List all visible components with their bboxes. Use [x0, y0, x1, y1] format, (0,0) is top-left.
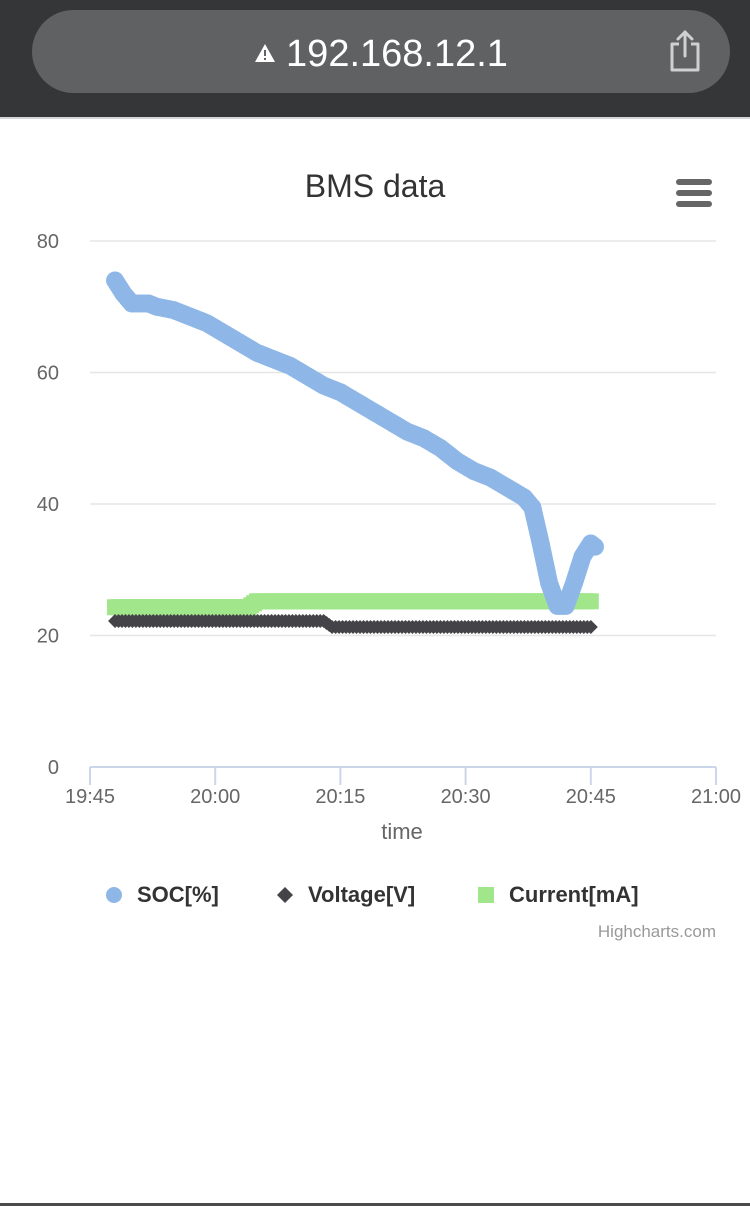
y-tick-label: 0	[48, 757, 59, 779]
url-display[interactable]: 192.168.12.1	[32, 34, 730, 74]
legend-diamond-icon	[277, 887, 293, 903]
chart-credits-link[interactable]: Highcharts.com	[597, 922, 716, 941]
legend-item-soc[interactable]: SOC[%]	[105, 878, 219, 912]
x-axis: 19:45 20:00 20:15 20:30 20:45 21:00	[65, 766, 741, 808]
hamburger-menu-icon	[676, 179, 712, 185]
share-icon[interactable]	[668, 28, 702, 74]
grid-lines	[90, 240, 716, 637]
x-axis-title: time	[381, 819, 423, 844]
x-tick-label: 21:00	[691, 786, 741, 808]
url-text: 192.168.12.1	[286, 33, 508, 75]
y-tick-label: 80	[37, 231, 59, 253]
legend-item-current[interactable]: Current[mA]	[477, 878, 639, 912]
series-voltage	[108, 614, 598, 634]
x-tick-label: 19:45	[65, 786, 115, 808]
plot-area	[106, 271, 604, 634]
legend-label-current: Current[mA]	[509, 882, 639, 907]
browser-toolbar: 192.168.12.1	[0, 0, 750, 117]
y-tick-label: 20	[37, 626, 59, 648]
address-bar[interactable]: 192.168.12.1	[32, 10, 730, 93]
y-axis-labels: 0 20 40 60 80	[37, 231, 59, 779]
legend-item-voltage[interactable]: Voltage[V]	[276, 878, 415, 912]
y-tick-label: 40	[37, 494, 59, 516]
bottom-border	[0, 1203, 750, 1206]
legend-label-soc: SOC[%]	[137, 882, 219, 907]
current-point	[582, 593, 599, 610]
x-tick-label: 20:00	[190, 786, 240, 808]
x-tick-label: 20:45	[566, 786, 616, 808]
toolbar-divider	[0, 117, 750, 119]
series-current	[107, 593, 599, 616]
hamburger-menu-icon-bar	[676, 190, 712, 196]
legend-circle-icon	[106, 887, 122, 903]
legend-square-icon	[478, 887, 494, 903]
series-soc	[106, 271, 604, 615]
soc-point	[585, 537, 604, 556]
legend-label-voltage: Voltage[V]	[308, 882, 416, 907]
bms-chart: BMS data 0 20 40 60 80 19:45 20:00 20:15 20:30 2…	[37, 168, 741, 844]
y-tick-label: 60	[37, 363, 59, 385]
chart-context-menu-button[interactable]	[676, 179, 712, 207]
chart-title: BMS data	[305, 168, 446, 204]
hamburger-menu-icon-bar	[676, 201, 712, 207]
x-tick-label: 20:15	[315, 786, 365, 808]
warning-triangle-icon	[255, 43, 276, 62]
voltage-point	[583, 619, 598, 634]
x-tick-label: 20:30	[441, 786, 491, 808]
